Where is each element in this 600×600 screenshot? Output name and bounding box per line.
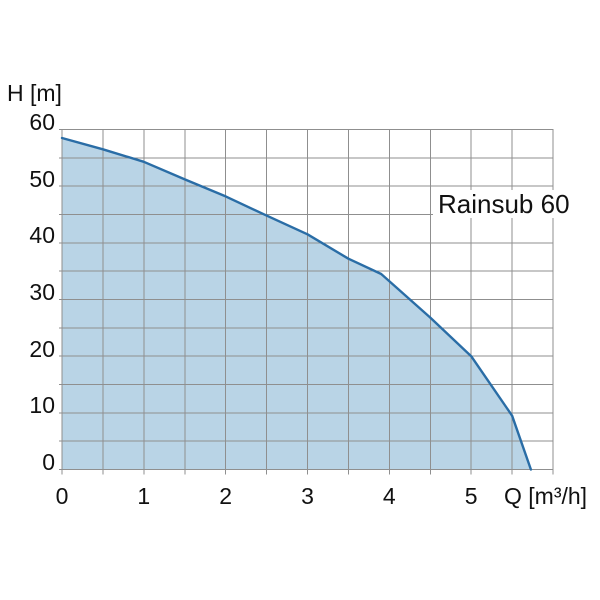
y-tick-label: 50 (29, 165, 55, 192)
y-tick-label: 10 (29, 392, 55, 419)
y-tick-label: 60 (29, 109, 55, 135)
y-tick-label: 40 (29, 222, 55, 249)
x-tick-label: 1 (137, 483, 151, 509)
x-tick-label: 0 (55, 483, 69, 509)
x-axis-label: Q [m³/h] (504, 483, 588, 509)
y-tick-label: 30 (29, 279, 55, 305)
y-tick-label: 0 (42, 449, 55, 475)
x-tick-label: 3 (301, 483, 314, 509)
x-tick-label: 4 (382, 483, 396, 509)
y-tick-label: 20 (29, 335, 55, 362)
x-tick-label: 2 (219, 483, 233, 509)
x-tick-label: 5 (464, 483, 478, 509)
y-axis-label: H [m] (7, 80, 62, 106)
series-label: Rainsub 60 (433, 190, 575, 218)
